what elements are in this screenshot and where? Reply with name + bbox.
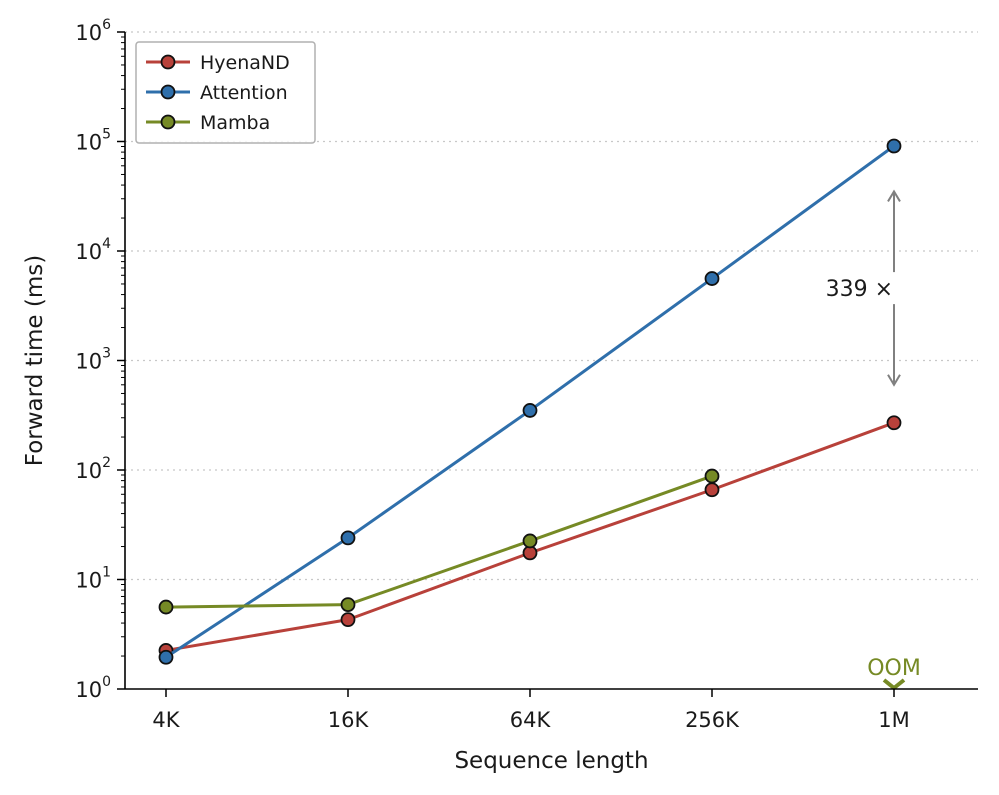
legend-item-hyenand: HyenaND (146, 52, 290, 74)
x-ticks: 4K 16K 64K 256K 1M (152, 689, 910, 732)
x-axis-label: Sequence length (454, 748, 648, 774)
legend-marker (160, 54, 176, 70)
data-point-mamba (522, 533, 538, 549)
legend-label: Attention (200, 82, 288, 104)
y-tick-label: 103 (75, 346, 111, 374)
data-point-hyenand (886, 415, 902, 431)
data-point-attention (340, 530, 356, 546)
legend-frame (135, 41, 316, 144)
x-tick-label: 256K (685, 708, 740, 732)
y-tick-label: 100 (75, 674, 111, 702)
data-point-hyenand (522, 545, 538, 561)
legend-label: Mamba (200, 112, 270, 134)
y-ticks: 100 101 102 103 104 105 106 (75, 17, 125, 702)
data-point-mamba (158, 599, 174, 615)
ratio-label: 339 × (826, 277, 893, 302)
annotations: 339 × OOM (826, 189, 921, 691)
oom-label: OOM (867, 656, 921, 681)
ratio-arrowhead-top (887, 189, 901, 202)
legend-marker (160, 84, 176, 100)
legend-label: HyenaND (200, 52, 290, 74)
data-point-hyenand (704, 482, 720, 498)
series-mamba (158, 468, 720, 615)
series-hyenand (158, 415, 902, 658)
data-point-mamba (340, 597, 356, 612)
y-tick-label: 102 (75, 455, 111, 483)
oom-chevron (882, 678, 906, 691)
data-point-attention (158, 649, 174, 665)
y-tick-label: 106 (75, 17, 111, 45)
legend-item-mamba: Mamba (146, 112, 270, 134)
data-point-attention (886, 138, 902, 154)
y-tick-label: 105 (75, 127, 111, 155)
series-line-mamba (165, 474, 713, 609)
series-layer (158, 138, 902, 665)
y-tick-label: 104 (75, 236, 111, 264)
data-point-mamba (704, 468, 720, 484)
y-axis-label: Forward time (ms) (22, 255, 48, 466)
ratio-arrowhead-bottom (887, 374, 901, 387)
data-point-attention (704, 271, 720, 286)
legend-item-attention: Attention (146, 82, 288, 104)
x-tick-label: 16K (328, 708, 370, 732)
legend: HyenaND Attention Mamba (135, 41, 316, 144)
ratio-arrow: 339 × (826, 189, 901, 387)
x-tick-label: 64K (510, 708, 552, 732)
x-tick-label: 1M (878, 708, 909, 732)
y-gridlines (125, 31, 978, 581)
y-tick-label: 101 (75, 565, 111, 593)
series-line-attention (165, 144, 895, 659)
legend-marker (160, 114, 176, 130)
data-point-hyenand (340, 612, 356, 628)
data-point-attention (522, 403, 538, 418)
oom-marker: OOM (867, 656, 921, 691)
series-attention (158, 138, 902, 665)
x-tick-label: 4K (152, 708, 180, 732)
